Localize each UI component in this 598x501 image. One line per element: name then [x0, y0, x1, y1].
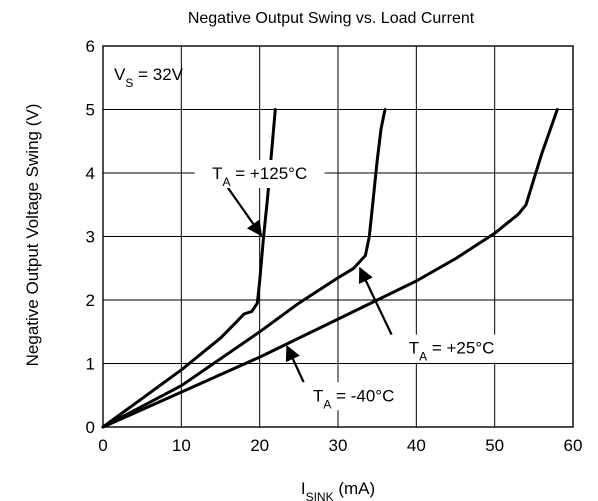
series-line-0 — [101, 108, 277, 429]
y-tick-label: 5 — [86, 101, 95, 120]
gridlines — [102, 45, 574, 428]
y-axis-label: Negative Output Voltage Swing (V) — [23, 104, 42, 367]
series-annotations: TA = +125°C TA = +25°C TA = -40°C — [194, 160, 512, 411]
annotation-arrow-0 — [225, 185, 263, 237]
y-tick-label: 2 — [86, 291, 95, 310]
supply-condition-label: VS = 32V — [114, 65, 184, 90]
chart-title: Negative Output Swing vs. Load Current — [188, 10, 475, 27]
x-axis-label: ISINK (mA) — [301, 479, 375, 501]
annotation-arrow-1 — [358, 266, 393, 336]
x-tick-label: 50 — [485, 436, 504, 455]
series-lines — [101, 108, 559, 429]
x-tick-label: 0 — [98, 436, 107, 455]
series-label-2: TA = -40°C — [313, 386, 394, 411]
y-tick-label: 6 — [86, 37, 95, 56]
tick-labels: 0 10 20 30 40 50 60 0 1 2 3 4 5 6 — [86, 37, 583, 455]
x-tick-label: 60 — [564, 436, 583, 455]
x-tick-label: 10 — [172, 436, 191, 455]
series-line-1 — [101, 108, 387, 429]
y-tick-label: 0 — [86, 418, 95, 437]
y-tick-label: 1 — [86, 355, 95, 374]
plot-frame — [102, 45, 574, 428]
series-label-1: TA = +25°C — [409, 339, 495, 364]
x-tick-label: 20 — [250, 436, 269, 455]
series-line-2 — [101, 108, 559, 429]
x-tick-label: 30 — [329, 436, 348, 455]
x-tick-label: 40 — [407, 436, 426, 455]
y-tick-label: 3 — [86, 228, 95, 247]
series-label-0: TA = +125°C — [212, 164, 307, 189]
y-tick-label: 4 — [86, 164, 95, 183]
annotation-arrow-2 — [285, 344, 305, 383]
